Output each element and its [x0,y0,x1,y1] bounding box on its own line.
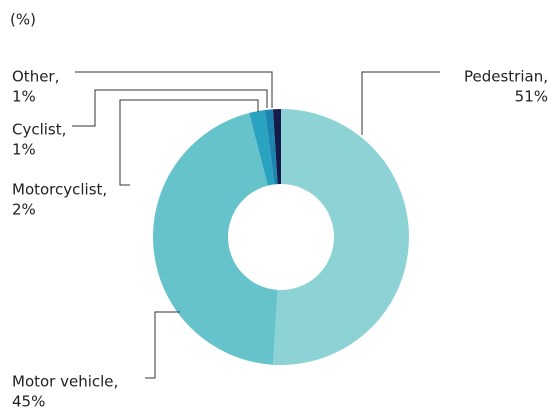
value-label: 2% [12,201,36,219]
donut-segment [272,109,409,365]
value-label: 1% [12,141,36,159]
leader-line [72,89,268,127]
slice-label: Motorcyclist, [12,181,107,199]
value-label: 45% [12,393,45,411]
value-label: 51% [515,88,548,106]
slice-label: Pedestrian, [464,68,548,86]
donut-segment [272,109,281,185]
slice-label: Cyclist, [12,121,66,139]
leader-line [119,99,259,186]
donut-segment [152,113,278,365]
donut-segment [249,110,275,186]
leader-line [75,71,273,108]
slice-label: Motor vehicle, [12,373,118,391]
chart-title: (%) [10,11,36,29]
slice-label: Other, [12,68,59,86]
donut-segment [264,109,278,185]
value-label: 1% [12,88,36,106]
leader-line [145,311,180,379]
leader-line [361,71,440,135]
